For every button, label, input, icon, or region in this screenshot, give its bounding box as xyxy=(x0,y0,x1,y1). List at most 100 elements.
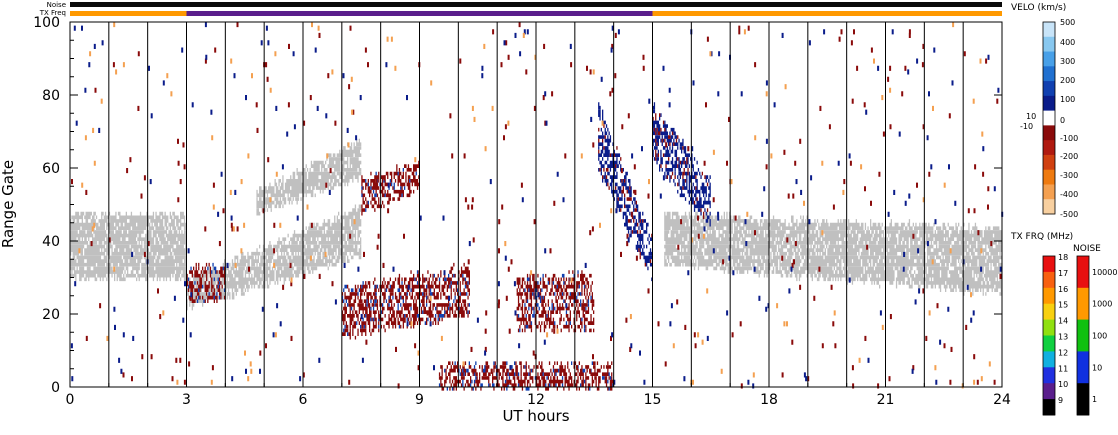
velocity-swatch xyxy=(1043,199,1055,215)
noise-swatch xyxy=(1077,383,1089,416)
velocity-tick-label: -300 xyxy=(1060,171,1078,180)
velocity-tick-label: 200 xyxy=(1060,76,1075,85)
velocity-tick-label: -500 xyxy=(1060,210,1078,219)
y-tick-label: 60 xyxy=(42,161,60,177)
velocity-color-scale: 50040030020010010-100-100-200-300-400-50… xyxy=(1020,18,1078,219)
scatter-band-ground xyxy=(664,211,1002,296)
noise-swatch xyxy=(1077,256,1089,289)
x-tick-label: 21 xyxy=(877,392,895,408)
noise-scale-title: NOISE xyxy=(1073,244,1101,254)
noise-color-scale: 10000 1000 100 10 1 xyxy=(1076,255,1117,416)
x-tick-label: 3 xyxy=(182,392,191,408)
velocity-tick-label: 10 xyxy=(1026,112,1036,121)
velocity-scale-frame xyxy=(1042,21,1056,215)
scatter-band-vneg xyxy=(361,160,420,216)
velocity-swatch xyxy=(1043,36,1055,53)
velocity-tick-label: 0 xyxy=(1060,116,1065,125)
txfreq-segment xyxy=(70,11,187,16)
velocity-swatch xyxy=(1043,22,1055,38)
txfrq-tick-label: 11 xyxy=(1058,364,1068,373)
txfreq-segment xyxy=(652,11,1002,16)
velocity-tick-label: 300 xyxy=(1060,57,1075,66)
scatter-band-vneg-mixed xyxy=(341,270,470,336)
y-tick-label: 100 xyxy=(33,15,60,31)
velocity-swatch xyxy=(1043,125,1055,141)
scatter-band-vneg xyxy=(341,262,470,340)
txfrq-swatch xyxy=(1043,319,1055,336)
y-tick-label: 0 xyxy=(51,380,60,396)
velocity-swatch xyxy=(1043,66,1055,82)
velocity-swatch xyxy=(1043,110,1055,126)
velocity-swatch xyxy=(1043,95,1055,112)
velocity-tick-label: 100 xyxy=(1060,95,1075,104)
txfrq-swatch xyxy=(1043,351,1055,368)
velocity-swatch xyxy=(1043,140,1055,156)
txfrq-tick-label: 16 xyxy=(1058,285,1068,294)
scatter-band-vneg xyxy=(186,262,226,304)
txfrq-swatch xyxy=(1043,383,1055,400)
txfrq-tick-label: 17 xyxy=(1058,269,1068,278)
txfrq-tick-label: 14 xyxy=(1058,317,1068,326)
txfrq-tick-label: 15 xyxy=(1058,301,1068,310)
txfrq-tick-label: 13 xyxy=(1058,333,1068,342)
velocity-tick-label: -10 xyxy=(1020,122,1033,131)
scatter-band-vpos xyxy=(652,102,711,227)
txfrq-tick-label: 12 xyxy=(1058,348,1068,357)
scatter-band-ground xyxy=(186,204,362,311)
x-tick-label: 12 xyxy=(527,392,545,408)
txfreq-segment xyxy=(186,11,653,16)
noise-tick-label: 1 xyxy=(1092,395,1097,404)
txfreq-label: TX Freq xyxy=(39,9,66,17)
txfrq-swatch xyxy=(1043,303,1055,321)
x-tick-label: 18 xyxy=(760,392,778,408)
x-tick-label: 6 xyxy=(299,392,308,408)
velocity-swatch xyxy=(1043,81,1055,97)
x-tick-label: 15 xyxy=(644,392,662,408)
y-tick-label: 20 xyxy=(42,307,60,323)
txfrq-scale-frame xyxy=(1042,255,1056,416)
noise-tick-label: 10000 xyxy=(1092,268,1117,277)
velocity-tick-label: 400 xyxy=(1060,38,1075,47)
scatter-band-vneg xyxy=(438,361,614,391)
txfrq-swatch xyxy=(1043,367,1055,384)
x-tick-label: 24 xyxy=(993,392,1011,408)
txfrq-swatch xyxy=(1043,399,1055,416)
x-axis-title: UT hours xyxy=(502,407,569,425)
scatter-band-vneg-mixed xyxy=(517,270,592,333)
y-axis-title: Range Gate xyxy=(0,160,17,248)
velocity-swatch xyxy=(1043,154,1055,171)
hour-grid-lines xyxy=(108,22,964,387)
noise-tick-label: 100 xyxy=(1092,332,1107,341)
velocity-swatch xyxy=(1043,169,1055,185)
scatter-band-vpos xyxy=(598,102,653,282)
txfrq-swatch xyxy=(1043,256,1055,273)
velocity-scale-title: VELO (km/s) xyxy=(1011,3,1066,13)
noise-swatch xyxy=(1077,287,1089,321)
noise-scale-frame xyxy=(1076,255,1090,416)
scatter-band-ground xyxy=(256,138,362,216)
txfreq-status-bar xyxy=(70,11,1002,16)
velocity-swatch xyxy=(1043,184,1055,200)
scatter-band-vneg-mixed xyxy=(187,262,226,304)
noise-swatch xyxy=(1077,319,1089,352)
txfrq-swatch xyxy=(1043,335,1055,352)
velocity-tick-label: -200 xyxy=(1060,152,1078,161)
txfrq-tick-label: 9 xyxy=(1058,396,1063,405)
x-tick-label: 9 xyxy=(415,392,424,408)
x-tick-label: 0 xyxy=(66,392,75,408)
noise-tick-label: 10 xyxy=(1092,363,1102,372)
noise-status-bar xyxy=(70,2,1002,7)
y-tick-label: 80 xyxy=(42,88,60,104)
velocity-tick-label: -400 xyxy=(1060,190,1078,199)
txfrq-tick-label: 18 xyxy=(1058,253,1068,262)
velocity-tick-label: -100 xyxy=(1060,134,1078,143)
noise-label: Noise xyxy=(47,1,66,9)
txfrq-scale-title: TX FRQ (MHz) xyxy=(1010,232,1073,242)
txfrq-color-scale: 18 17 16 15 14 13 12 11 10 9 xyxy=(1042,253,1068,416)
velocity-tick-label: 500 xyxy=(1060,18,1075,27)
y-tick-label: 40 xyxy=(42,234,60,250)
scatter-band-ground xyxy=(70,211,187,282)
noise-tick-label: 1000 xyxy=(1092,300,1112,309)
noise-swatch xyxy=(1077,351,1089,384)
